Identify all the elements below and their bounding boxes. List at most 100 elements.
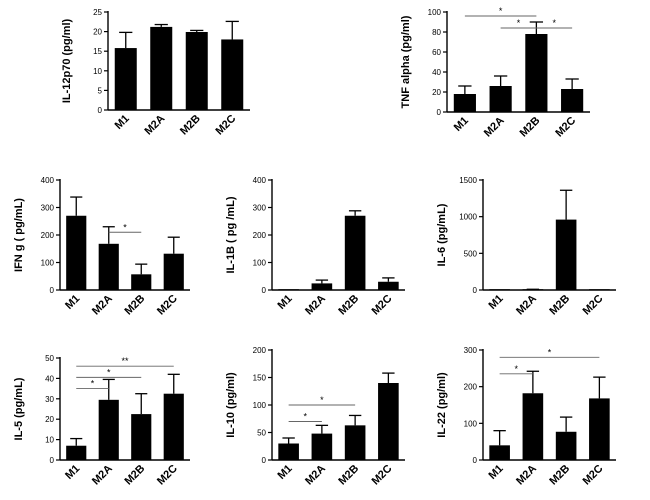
significance-label: *	[552, 18, 556, 28]
bar	[589, 398, 610, 460]
category-label: M2B	[336, 463, 361, 488]
significance-label: *	[517, 18, 521, 28]
y-tick-label: 400	[41, 176, 55, 185]
chart-panel: 0 100 200 300 IL-22 (pg/ml) M1 M2A M2B M2C * *	[436, 346, 616, 488]
y-tick-label: 5	[98, 86, 103, 95]
category-label: M2B	[547, 463, 572, 488]
y-tick-label: 10	[45, 436, 54, 445]
y-tick-label: 20	[432, 88, 441, 97]
bar	[221, 39, 244, 110]
bar	[278, 443, 299, 460]
y-tick-label: 40	[432, 68, 441, 77]
chart-panel: 0 500 1000 1500 IL-6 (pg/mL) M1 M2A M2B M2C	[436, 176, 616, 318]
bar	[344, 425, 366, 460]
y-axis-label: IL-6 (pg/mL)	[436, 203, 448, 266]
y-tick-label: 0	[262, 286, 267, 295]
y-tick-label: 0	[262, 456, 267, 465]
category-label: M1	[486, 463, 505, 482]
bar	[185, 31, 208, 110]
y-tick-label: 50	[45, 354, 54, 363]
category-label: M2B	[122, 463, 147, 488]
y-axis-label: TNF alpha (pg/ml)	[400, 15, 412, 108]
y-axis-label: IL-5 (pg/mL)	[13, 377, 25, 440]
bar	[453, 94, 476, 112]
bar	[163, 253, 184, 290]
category-label: M1	[486, 293, 505, 312]
y-tick-label: 60	[432, 48, 441, 57]
y-tick-label: 300	[41, 204, 55, 213]
bar	[98, 243, 119, 290]
bar	[163, 393, 184, 460]
category-label: M1	[113, 113, 132, 132]
bar	[344, 215, 366, 290]
bar	[66, 445, 87, 460]
y-tick-label: 100	[428, 8, 442, 17]
significance-label: *	[514, 364, 518, 374]
category-label: M2A	[303, 463, 328, 488]
category-label: M2A	[303, 293, 328, 318]
significance-label: *	[91, 379, 95, 389]
y-tick-label: 200	[253, 231, 267, 240]
category-label: M2A	[90, 293, 115, 318]
y-tick-label: 0	[50, 456, 55, 465]
y-tick-label: 50	[257, 429, 266, 438]
significance-label: *	[303, 412, 307, 422]
category-label: M2C	[370, 293, 395, 318]
category-label: M2B	[336, 293, 361, 318]
y-tick-label: 200	[41, 231, 55, 240]
chart-panel: 0 20 40 60 80 100 TNF alpha (pg/ml) M1 M2A M2B M2C…	[400, 6, 590, 140]
bar	[378, 281, 399, 290]
bar	[489, 289, 510, 290]
y-tick-label: 40	[45, 374, 54, 383]
y-tick-label: 200	[253, 346, 267, 355]
y-tick-label: 150	[253, 374, 267, 383]
y-axis-label: IL-22 (pg/ml)	[436, 372, 448, 438]
category-label: M2C	[553, 115, 578, 140]
y-tick-label: 300	[464, 346, 478, 355]
bar	[489, 445, 510, 460]
y-tick-label: 100	[464, 419, 478, 428]
y-tick-label: 0	[473, 456, 478, 465]
y-tick-label: 0	[50, 286, 55, 295]
bar	[555, 431, 577, 460]
category-label: M2C	[581, 463, 606, 488]
significance-label: *	[548, 347, 552, 357]
significance-label: **	[121, 356, 129, 366]
bar	[311, 433, 333, 460]
y-tick-label: 20	[45, 415, 54, 424]
chart-panel: 0 100 200 300 400 IL-1B ( pg /mL) M1 M2A M2B M2C	[225, 176, 405, 318]
category-label: M2A	[482, 115, 507, 140]
chart-panel: 0 50 100 150 200 IL-10 (pg/ml) M1 M2A M2B M2C * *	[225, 346, 405, 488]
chart-panel: 0 5 10 15 20 25 IL-12p70 (pg/ml) M1 M2A M2B M2C	[61, 8, 250, 138]
bar	[525, 34, 548, 112]
category-label: M2B	[518, 115, 543, 140]
category-label: M2A	[142, 113, 167, 138]
y-tick-label: 300	[253, 204, 267, 213]
y-axis-label: IFN g ( pg/mL)	[13, 198, 25, 272]
y-tick-label: 100	[41, 259, 55, 268]
y-tick-label: 100	[253, 401, 267, 410]
category-label: M2C	[155, 463, 180, 488]
category-label: M1	[275, 463, 294, 482]
y-tick-label: 10	[93, 67, 102, 76]
bar	[131, 414, 152, 460]
bar	[98, 399, 119, 460]
significance-label: *	[107, 367, 111, 377]
y-tick-label: 25	[93, 8, 102, 17]
bar	[561, 89, 584, 112]
y-tick-label: 80	[432, 28, 441, 37]
y-tick-label: 15	[93, 47, 102, 56]
y-tick-label: 30	[45, 395, 54, 404]
bar	[378, 383, 399, 460]
y-tick-label: 20	[93, 28, 102, 37]
significance-label: *	[320, 395, 324, 405]
y-tick-label: 200	[464, 383, 478, 392]
bar	[589, 289, 610, 290]
category-label: M2B	[178, 113, 203, 138]
y-tick-label: 1000	[459, 213, 477, 222]
significance-label: *	[123, 222, 127, 232]
bar	[66, 215, 87, 290]
category-label: M1	[275, 293, 294, 312]
category-label: M2C	[370, 463, 395, 488]
